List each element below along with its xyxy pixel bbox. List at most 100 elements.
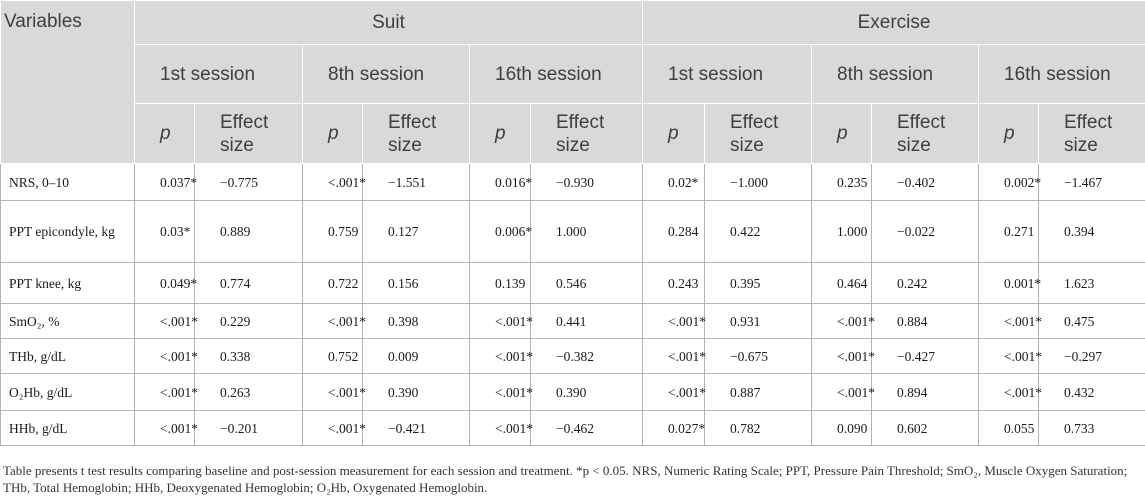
- effect-size-cell: 0.475: [1037, 303, 1145, 339]
- p-value-cell: 0.243: [642, 262, 705, 304]
- p-value-cell: <.001*: [302, 163, 366, 201]
- p-value-cell: 0.02*: [642, 163, 705, 201]
- effect-size-cell: −0.201: [194, 410, 303, 446]
- table-row: HHb, g/dL <.001* −0.201 <.001* −0.421 <.001* −…: [0, 410, 1145, 446]
- effect-size-cell: −0.382: [530, 338, 643, 374]
- table-row: O₂Hb, g/dL <.001* 0.263 <.001* 0.390 <.001* 0.…: [0, 373, 1145, 411]
- p-value-cell: <.001*: [642, 303, 706, 339]
- p-value-cell: 0.284: [642, 200, 705, 263]
- effect-size-cell: 0.889: [194, 200, 303, 263]
- p-value-cell: <.001*: [302, 303, 366, 339]
- effect-size-cell: 0.546: [530, 262, 643, 304]
- p-value-cell: <.001*: [469, 410, 533, 446]
- effect-size-cell: 0.432: [1037, 373, 1145, 411]
- row-label: SmO₂, %: [0, 303, 135, 339]
- p-value-cell: <.001*: [134, 303, 198, 339]
- effect-size-cell: −0.402: [871, 163, 979, 201]
- table-footnote: Table presents t test results comparing …: [3, 463, 1128, 495]
- effect-size-cell: −0.022: [871, 200, 979, 263]
- p-value-cell: <.001*: [134, 410, 198, 446]
- effect-size-cell: 0.338: [194, 338, 303, 374]
- p-value-cell: <.001*: [469, 373, 533, 411]
- p-value-cell: 0.001*: [978, 262, 1041, 304]
- header-variables: Variables: [0, 0, 135, 164]
- effect-size-cell: 0.782: [704, 410, 812, 446]
- row-label: O₂Hb, g/dL: [0, 373, 135, 411]
- effect-size-cell: 0.156: [362, 262, 470, 304]
- effect-size-cell: −1.467: [1037, 163, 1145, 201]
- header-session: 8th session: [302, 44, 470, 104]
- header-p: p: [811, 103, 872, 164]
- p-value-cell: 0.090: [811, 410, 872, 446]
- p-value-cell: 0.139: [469, 262, 531, 304]
- effect-size-cell: 0.931: [704, 303, 812, 339]
- header-effect-size: Effect size: [362, 103, 470, 164]
- table-row: PPT knee, kg 0.049* 0.774 0.722 0.156 0.139 0.…: [0, 262, 1145, 304]
- header-p: p: [642, 103, 705, 164]
- header-session: 16th session: [469, 44, 643, 104]
- p-value-cell: <.001*: [134, 338, 198, 374]
- p-value-cell: <.001*: [978, 338, 1042, 374]
- effect-size-cell: −1.551: [362, 163, 470, 201]
- p-value-cell: 0.027*: [642, 410, 705, 446]
- p-value-cell: <.001*: [302, 410, 366, 446]
- p-value-cell: 1.000: [811, 200, 872, 263]
- p-value-cell: 0.03*: [134, 200, 195, 263]
- effect-size-cell: 0.009: [362, 338, 470, 374]
- effect-size-cell: 0.602: [871, 410, 979, 446]
- p-value-cell: 0.037*: [134, 163, 197, 201]
- p-value-cell: <.001*: [469, 303, 533, 339]
- row-label: PPT knee, kg: [0, 262, 135, 304]
- results-table: Variables Suit Exercise 1st session 8th …: [0, 0, 1145, 446]
- effect-size-cell: −1.000: [704, 163, 812, 201]
- p-value-cell: <.001*: [134, 373, 198, 411]
- effect-size-cell: −0.297: [1037, 338, 1145, 374]
- p-value-cell: <.001*: [811, 373, 875, 411]
- header-p: p: [302, 103, 363, 164]
- p-value-cell: 0.006*: [469, 200, 532, 263]
- effect-size-cell: 0.894: [871, 373, 979, 411]
- effect-size-cell: 0.127: [362, 200, 470, 263]
- table-row: PPT epicondyle, kg 0.03* 0.889 0.759 0.127 0.…: [0, 200, 1145, 263]
- p-value-cell: 0.759: [302, 200, 363, 263]
- effect-size-cell: 0.263: [194, 373, 303, 411]
- p-value-cell: <.001*: [642, 338, 706, 374]
- p-value-cell: 0.752: [302, 338, 363, 374]
- header-session: 16th session: [977, 44, 1145, 104]
- header-session: 1st session: [642, 44, 812, 104]
- p-value-cell: 0.055: [978, 410, 1039, 446]
- header-effect-size: Effect size: [530, 103, 643, 164]
- effect-size-cell: −0.427: [871, 338, 979, 374]
- row-label: PPT epicondyle, kg: [0, 200, 135, 263]
- row-label: NRS, 0–10: [0, 163, 135, 201]
- p-value-cell: <.001*: [978, 373, 1042, 411]
- table-row: THb, g/dL <.001* 0.338 0.752 0.009 <.001* −0.3…: [0, 338, 1145, 374]
- p-value-cell: <.001*: [302, 373, 366, 411]
- header-session: 8th session: [811, 44, 979, 104]
- effect-size-cell: 0.242: [871, 262, 979, 304]
- effect-size-cell: 0.884: [871, 303, 979, 339]
- header-session: 1st session: [134, 44, 303, 104]
- p-value-cell: 0.271: [978, 200, 1039, 263]
- p-value-cell: 0.002*: [978, 163, 1041, 201]
- effect-size-cell: 0.395: [704, 262, 812, 304]
- effect-size-cell: −0.421: [362, 410, 470, 446]
- header-group-exercise: Exercise: [641, 0, 1145, 45]
- effect-size-cell: −0.675: [704, 338, 812, 374]
- header-effect-size: Effect size: [704, 103, 812, 164]
- effect-size-cell: 0.394: [1037, 200, 1145, 263]
- header-effect-size: Effect size: [871, 103, 979, 164]
- effect-size-cell: 0.441: [530, 303, 643, 339]
- effect-size-cell: 0.422: [704, 200, 812, 263]
- effect-size-cell: 0.733: [1037, 410, 1145, 446]
- effect-size-cell: −0.930: [530, 163, 643, 201]
- header-p: p: [134, 103, 195, 164]
- header-effect-size: Effect size: [194, 103, 303, 164]
- p-value-cell: <.001*: [811, 303, 875, 339]
- effect-size-cell: −0.462: [530, 410, 643, 446]
- p-value-cell: <.001*: [978, 303, 1042, 339]
- row-label: HHb, g/dL: [0, 410, 135, 446]
- p-value-cell: <.001*: [642, 373, 706, 411]
- p-value-cell: 0.016*: [469, 163, 532, 201]
- header-p: p: [978, 103, 1039, 164]
